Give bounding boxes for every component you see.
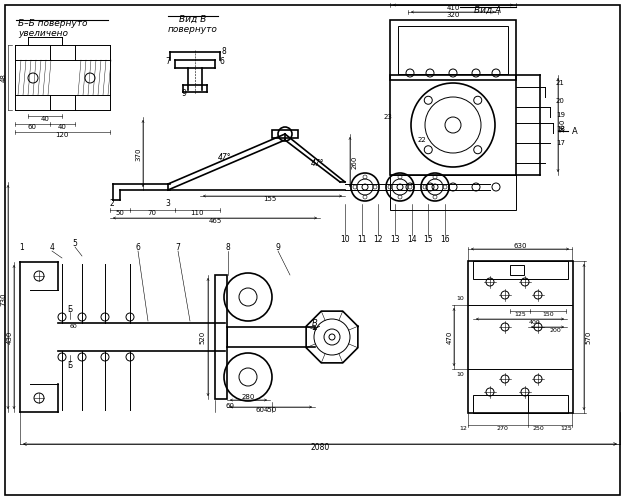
Bar: [398, 26, 508, 74]
Text: повернуто: повернуто: [168, 24, 218, 34]
Text: 50: 50: [116, 210, 124, 216]
Text: 60: 60: [226, 403, 234, 409]
Text: 48: 48: [1, 74, 7, 82]
Text: 19: 19: [556, 112, 565, 118]
Text: 15: 15: [423, 236, 432, 244]
Text: 370: 370: [135, 147, 141, 161]
Text: В: В: [312, 318, 318, 328]
Text: 200: 200: [549, 328, 561, 332]
Bar: [215, 275, 227, 399]
Text: 23: 23: [384, 114, 392, 120]
Text: 8: 8: [222, 46, 227, 56]
Text: 155: 155: [263, 196, 277, 202]
Text: 570: 570: [585, 330, 591, 344]
Text: 1: 1: [19, 244, 24, 252]
Text: 470: 470: [447, 330, 453, 344]
Text: Б: Б: [68, 304, 72, 314]
Text: 560: 560: [559, 118, 565, 132]
Text: 7: 7: [165, 58, 170, 66]
Text: 47°: 47°: [311, 160, 325, 168]
Text: 60: 60: [69, 324, 77, 330]
Text: 320: 320: [446, 12, 460, 18]
Text: 465: 465: [208, 218, 222, 224]
Text: 8: 8: [226, 244, 231, 252]
Text: 18: 18: [556, 126, 565, 132]
Bar: [390, 175, 516, 210]
Text: 110: 110: [190, 210, 204, 216]
Text: 125: 125: [514, 312, 526, 316]
Text: Б–Б повернуто: Б–Б повернуто: [18, 20, 88, 28]
Text: 250: 250: [532, 426, 544, 430]
Text: 125: 125: [560, 426, 572, 430]
Text: 730: 730: [0, 292, 6, 306]
Text: 13: 13: [390, 236, 400, 244]
Text: 22: 22: [418, 137, 426, 143]
Text: 47°: 47°: [218, 152, 232, 162]
Text: 20: 20: [556, 98, 565, 104]
Text: 260: 260: [352, 156, 358, 168]
Text: 9: 9: [181, 90, 186, 98]
Bar: [510, 265, 524, 275]
Text: 430: 430: [7, 330, 13, 344]
Text: 40: 40: [41, 116, 49, 122]
Text: 410: 410: [446, 5, 460, 11]
Text: 630: 630: [513, 243, 527, 249]
Text: 14: 14: [408, 236, 417, 244]
Bar: [272, 130, 298, 138]
Text: А: А: [572, 126, 578, 136]
Text: 60: 60: [28, 124, 36, 130]
Text: 70: 70: [148, 210, 156, 216]
Text: 6: 6: [136, 244, 141, 252]
Text: 11: 11: [357, 236, 367, 244]
Text: Вид В: Вид В: [179, 14, 207, 24]
Text: 60: 60: [256, 407, 264, 413]
Bar: [468, 261, 573, 413]
Text: 17: 17: [556, 140, 565, 146]
Text: 120: 120: [56, 132, 69, 138]
Text: 12: 12: [459, 426, 467, 430]
Text: 6: 6: [220, 58, 225, 66]
Text: 9: 9: [276, 244, 281, 252]
Text: 7: 7: [176, 244, 181, 252]
Bar: [390, 75, 516, 175]
Text: 40: 40: [58, 124, 66, 130]
Text: 5: 5: [72, 240, 78, 248]
Text: увеличено: увеличено: [18, 30, 68, 38]
Bar: [473, 261, 568, 279]
Text: 12: 12: [373, 236, 382, 244]
Bar: [473, 395, 568, 413]
Text: 400: 400: [529, 320, 541, 324]
Text: Вид А: Вид А: [474, 6, 502, 15]
Text: 16: 16: [440, 236, 450, 244]
Text: Б: Б: [68, 360, 72, 370]
Text: 150: 150: [542, 312, 554, 316]
Text: 270: 270: [496, 426, 508, 430]
Text: 4: 4: [49, 244, 54, 252]
Text: 280: 280: [241, 394, 255, 400]
Bar: [390, 20, 516, 80]
Text: 450: 450: [263, 407, 277, 413]
Text: 3: 3: [166, 200, 171, 208]
Text: 10: 10: [456, 372, 464, 378]
Text: 2: 2: [109, 200, 114, 208]
Text: 10: 10: [456, 296, 464, 302]
Text: 2080: 2080: [311, 444, 329, 452]
Text: 520: 520: [199, 330, 205, 344]
Text: 21: 21: [556, 80, 565, 86]
Text: 10: 10: [340, 236, 350, 244]
